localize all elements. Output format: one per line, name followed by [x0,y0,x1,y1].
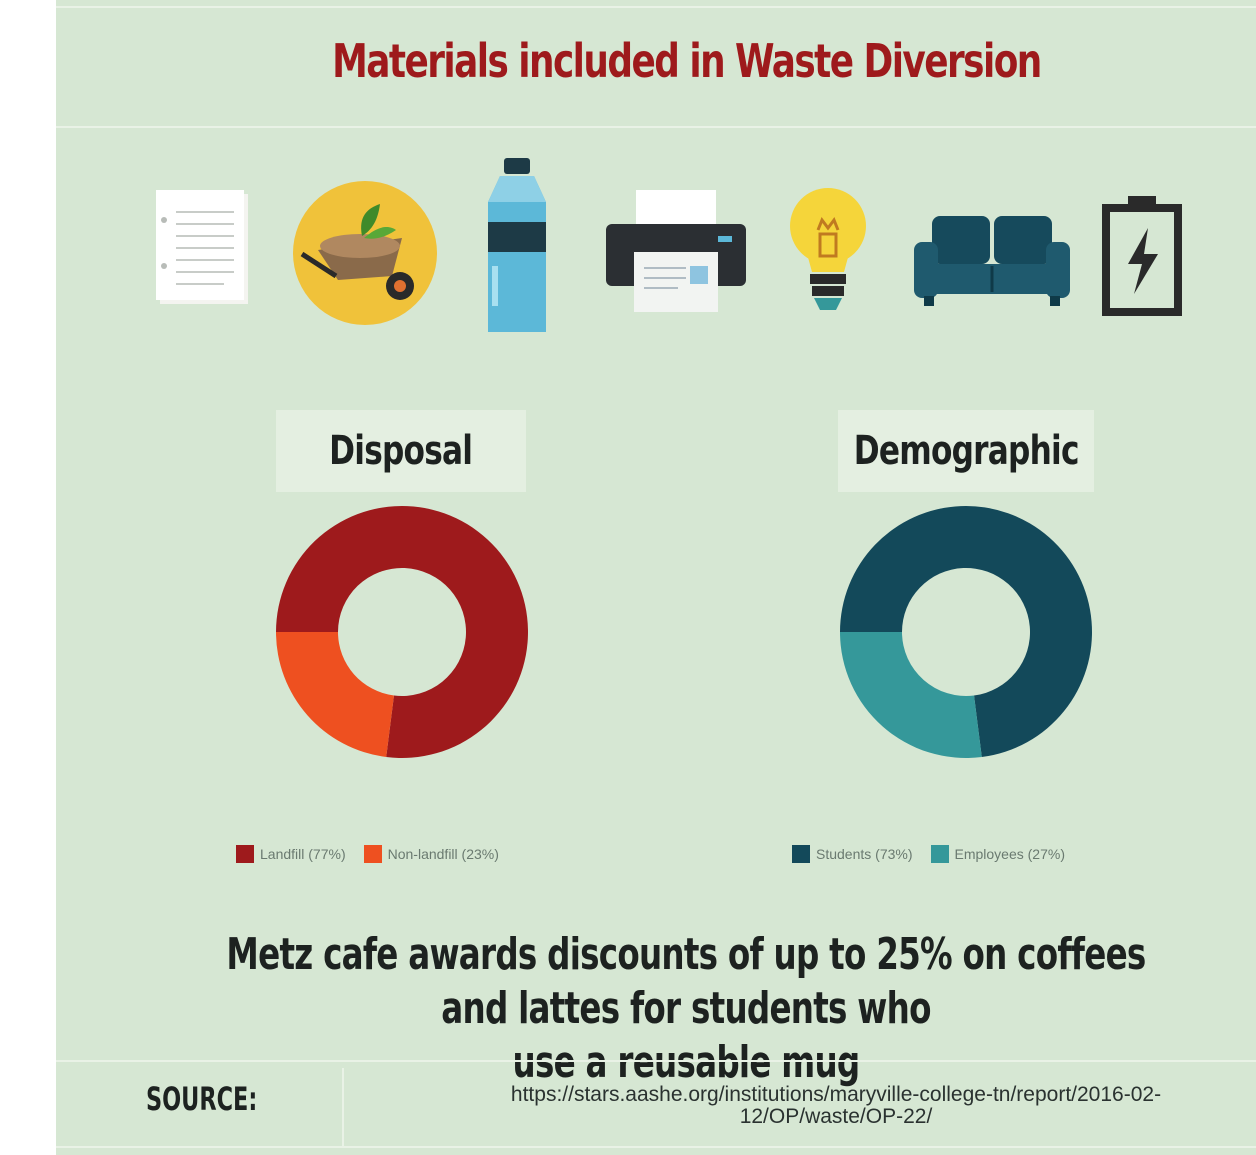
battery-icon [1102,196,1182,316]
legend-item-non-landfill: Non-landfill (23%) [363,845,499,863]
light-bulb-icon [790,188,866,310]
source-url: https://stars.aashe.org/institutions/mar… [416,1084,1256,1128]
mug-discount-line-1: Metz cafe awards discounts of up to 25% … [226,929,1146,1034]
legend-label-landfill: Landfill (77%) [260,846,346,862]
source-row: SOURCE: https://stars.aashe.org/institut… [56,1062,1256,1146]
students-slice [840,506,1092,758]
legend-label-employees: Employees (27%) [954,846,1066,862]
legend-item-students: Students (73%) [792,845,913,863]
disposal-chart-title: Disposal [276,410,526,492]
source-label: SOURCE: [146,1080,258,1118]
legend-swatch-employees [930,845,949,863]
compost-wheelbarrow-icon [293,181,437,325]
source-url-line-1: https://stars.aashe.org/institutions/mar… [510,1083,1162,1106]
legend-item-landfill: Landfill (77%) [236,845,346,863]
paper-icon [156,190,248,304]
demographic-chart-title: Demographic [838,410,1094,492]
legend-item-employees: Employees (27%) [930,845,1066,863]
legend-label-non-landfill: Non-landfill (23%) [387,846,499,862]
disposal-donut [276,506,528,758]
top-rule [56,6,1256,8]
infographic-panel: Materials included in Waste Diversion [56,0,1256,1155]
source-divider [342,1068,344,1146]
water-bottle-icon [488,158,546,332]
bottom-rule [56,1146,1256,1148]
employees-slice [840,632,982,758]
infographic-title: Materials included in Waste Diversion [332,34,1042,88]
legend-swatch-landfill [236,845,254,863]
mug-discount-text: Metz cafe awards discounts of up to 25% … [198,928,1175,1090]
legend-swatch-non-landfill [363,845,382,863]
source-top-rule [56,1060,1256,1062]
title-rule [56,126,1256,128]
couch-icon [914,216,1070,306]
printer-icon [606,190,746,312]
legend-swatch-students [792,845,810,863]
landfill-slice [276,506,528,758]
non-landfill-slice [276,632,394,758]
demographic-legend: Students (73%) Employees (27%) [792,845,1083,863]
legend-label-students: Students (73%) [816,846,913,862]
disposal-legend: Landfill (77%) Non-landfill (23%) [236,845,517,863]
mug-discount-line-2: use a reusable mug [512,1037,861,1088]
demographic-donut [840,506,1092,758]
source-url-line-2: 12/OP/waste/OP-22/ [739,1105,933,1128]
